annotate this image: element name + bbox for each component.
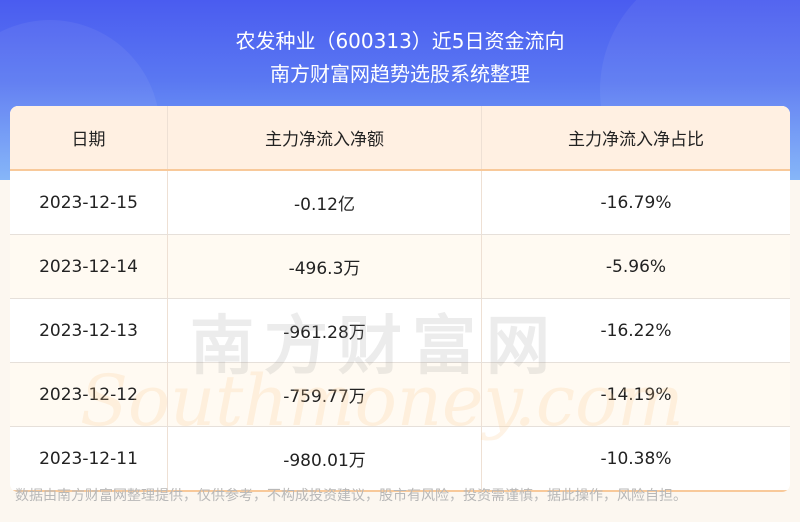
page-title: 农发种业（600313）近5日资金流向 <box>235 29 565 53</box>
cell-date: 2023-12-13 <box>10 298 168 363</box>
cell-net-inflow: -980.01万 <box>167 426 482 492</box>
table-row: 2023-12-13 -961.28万 -16.22% <box>10 298 790 363</box>
column-header-net-ratio: 主力净流入净占比 <box>481 106 790 171</box>
cell-net-ratio: -16.22% <box>481 298 790 363</box>
cell-net-inflow: -759.77万 <box>167 362 482 427</box>
cell-date: 2023-12-11 <box>10 426 168 492</box>
cell-net-inflow: -0.12亿 <box>167 170 482 235</box>
table-row: 2023-12-12 -759.77万 -14.19% <box>10 362 790 427</box>
cell-net-ratio: -10.38% <box>481 426 790 492</box>
cell-date: 2023-12-12 <box>10 362 168 427</box>
column-header-net-inflow: 主力净流入净额 <box>167 106 482 171</box>
cell-net-inflow: -496.3万 <box>167 234 482 299</box>
cell-net-ratio: -14.19% <box>481 362 790 427</box>
cell-net-inflow: -961.28万 <box>167 298 482 363</box>
cell-net-ratio: -16.79% <box>481 170 790 235</box>
cell-date: 2023-12-14 <box>10 234 168 299</box>
table-header-row: 日期 主力净流入净额 主力净流入净占比 <box>10 106 790 171</box>
table-row: 2023-12-15 -0.12亿 -16.79% <box>10 170 790 235</box>
cell-date: 2023-12-15 <box>10 170 168 235</box>
column-header-date: 日期 <box>10 106 168 171</box>
fund-flow-table: 日期 主力净流入净额 主力净流入净占比 2023-12-15 -0.12亿 -16.… <box>10 106 790 492</box>
disclaimer: 数据由南方财富网整理提供，仅供参考，不构成投资建议，股市有风险，投资需谨慎，据此… <box>15 488 687 504</box>
cell-net-ratio: -5.96% <box>481 234 790 299</box>
table-row: 2023-12-14 -496.3万 -5.96% <box>10 234 790 299</box>
page-subtitle: 南方财富网趋势选股系统整理 <box>270 62 530 86</box>
table-row: 2023-12-11 -980.01万 -10.38% <box>10 426 790 492</box>
